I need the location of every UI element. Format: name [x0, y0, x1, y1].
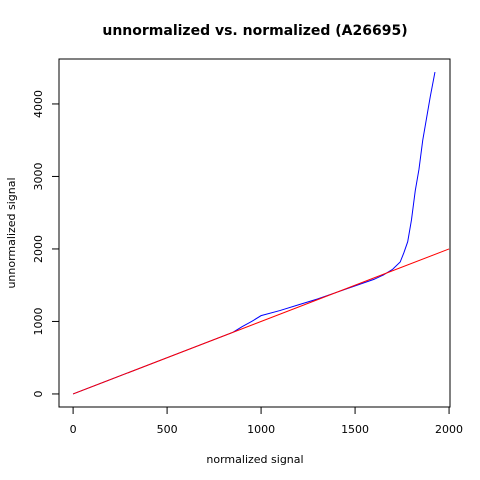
y-tick-label: 0 — [32, 390, 45, 397]
data-line — [72, 71, 436, 395]
y-tick-label: 4000 — [32, 90, 45, 118]
y-tick-label: 3000 — [32, 162, 45, 190]
x-tick-label: 1000 — [247, 423, 275, 436]
x-tick-label: 500 — [157, 423, 178, 436]
x-tick-label: 1500 — [341, 423, 369, 436]
chart-title: unnormalized vs. normalized (A26695) — [102, 23, 407, 39]
y-tick-label: 1000 — [32, 307, 45, 335]
y-axis-label: unnormalized signal — [5, 177, 18, 288]
y-tick-label: 2000 — [32, 235, 45, 263]
plot-frame — [58, 58, 451, 408]
x-tick-label: 0 — [70, 423, 77, 436]
data-line — [72, 248, 450, 395]
x-tick-label: 2000 — [435, 423, 463, 436]
x-axis-label: normalized signal — [206, 453, 303, 466]
